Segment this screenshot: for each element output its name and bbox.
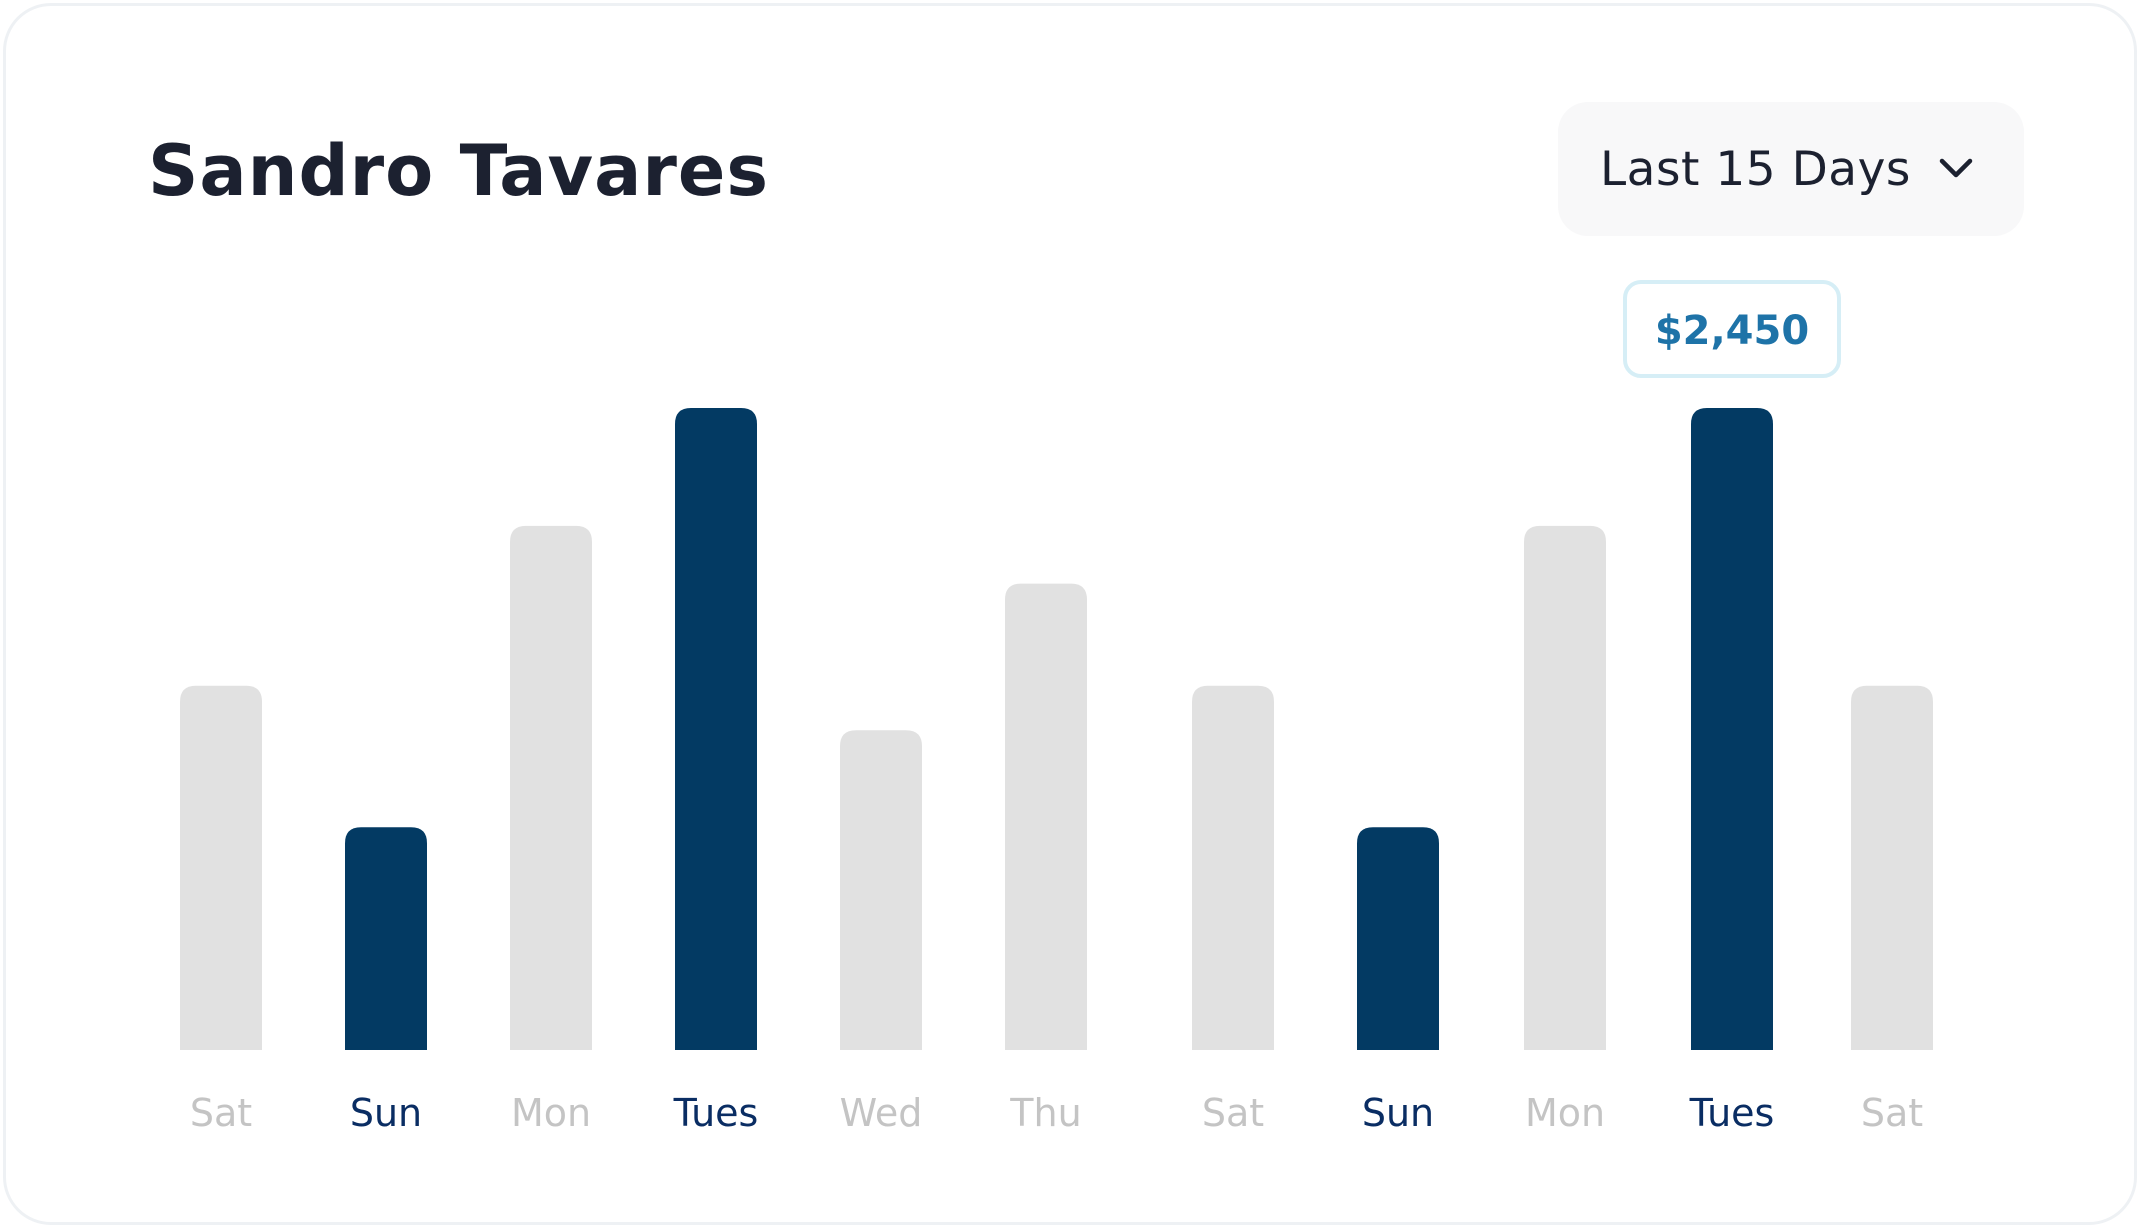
chevron-down-icon [1939, 158, 1973, 178]
bar-sat-6[interactable] [1192, 685, 1274, 1050]
x-tick-label: Thu [1009, 1091, 1081, 1135]
page-title: Sandro Tavares [148, 130, 770, 212]
x-tick-label: Sat [1202, 1091, 1264, 1135]
bar-mon-2[interactable] [510, 525, 592, 1050]
bar-sun-1[interactable] [345, 827, 427, 1050]
x-tick-label: Sun [350, 1091, 422, 1135]
date-range-label: Last 15 Days [1600, 141, 1911, 197]
bar-thu-5[interactable] [1005, 583, 1087, 1050]
x-tick-label: Sun [1362, 1091, 1434, 1135]
x-tick-label: Tues [1689, 1091, 1775, 1135]
tooltip-value: $2,450 [1655, 308, 1809, 354]
x-tick-label: Tues [673, 1091, 759, 1135]
value-tooltip: $2,450 [1623, 280, 1841, 378]
bar-tues-9[interactable] [1691, 408, 1773, 1050]
bar-sat-0[interactable] [180, 685, 262, 1050]
date-range-dropdown[interactable]: Last 15 Days [1558, 102, 2024, 236]
x-tick-label: Sat [1861, 1091, 1923, 1135]
x-tick-label: Sat [190, 1091, 252, 1135]
bar-sat-10[interactable] [1851, 685, 1933, 1050]
x-tick-label: Mon [511, 1091, 591, 1135]
bar-wed-4[interactable] [840, 730, 922, 1050]
bar-mon-8[interactable] [1524, 525, 1606, 1050]
x-tick-label: Mon [1525, 1091, 1605, 1135]
bar-tues-3[interactable] [675, 408, 757, 1050]
bar-sun-7[interactable] [1357, 827, 1439, 1050]
x-tick-label: Wed [840, 1091, 923, 1135]
